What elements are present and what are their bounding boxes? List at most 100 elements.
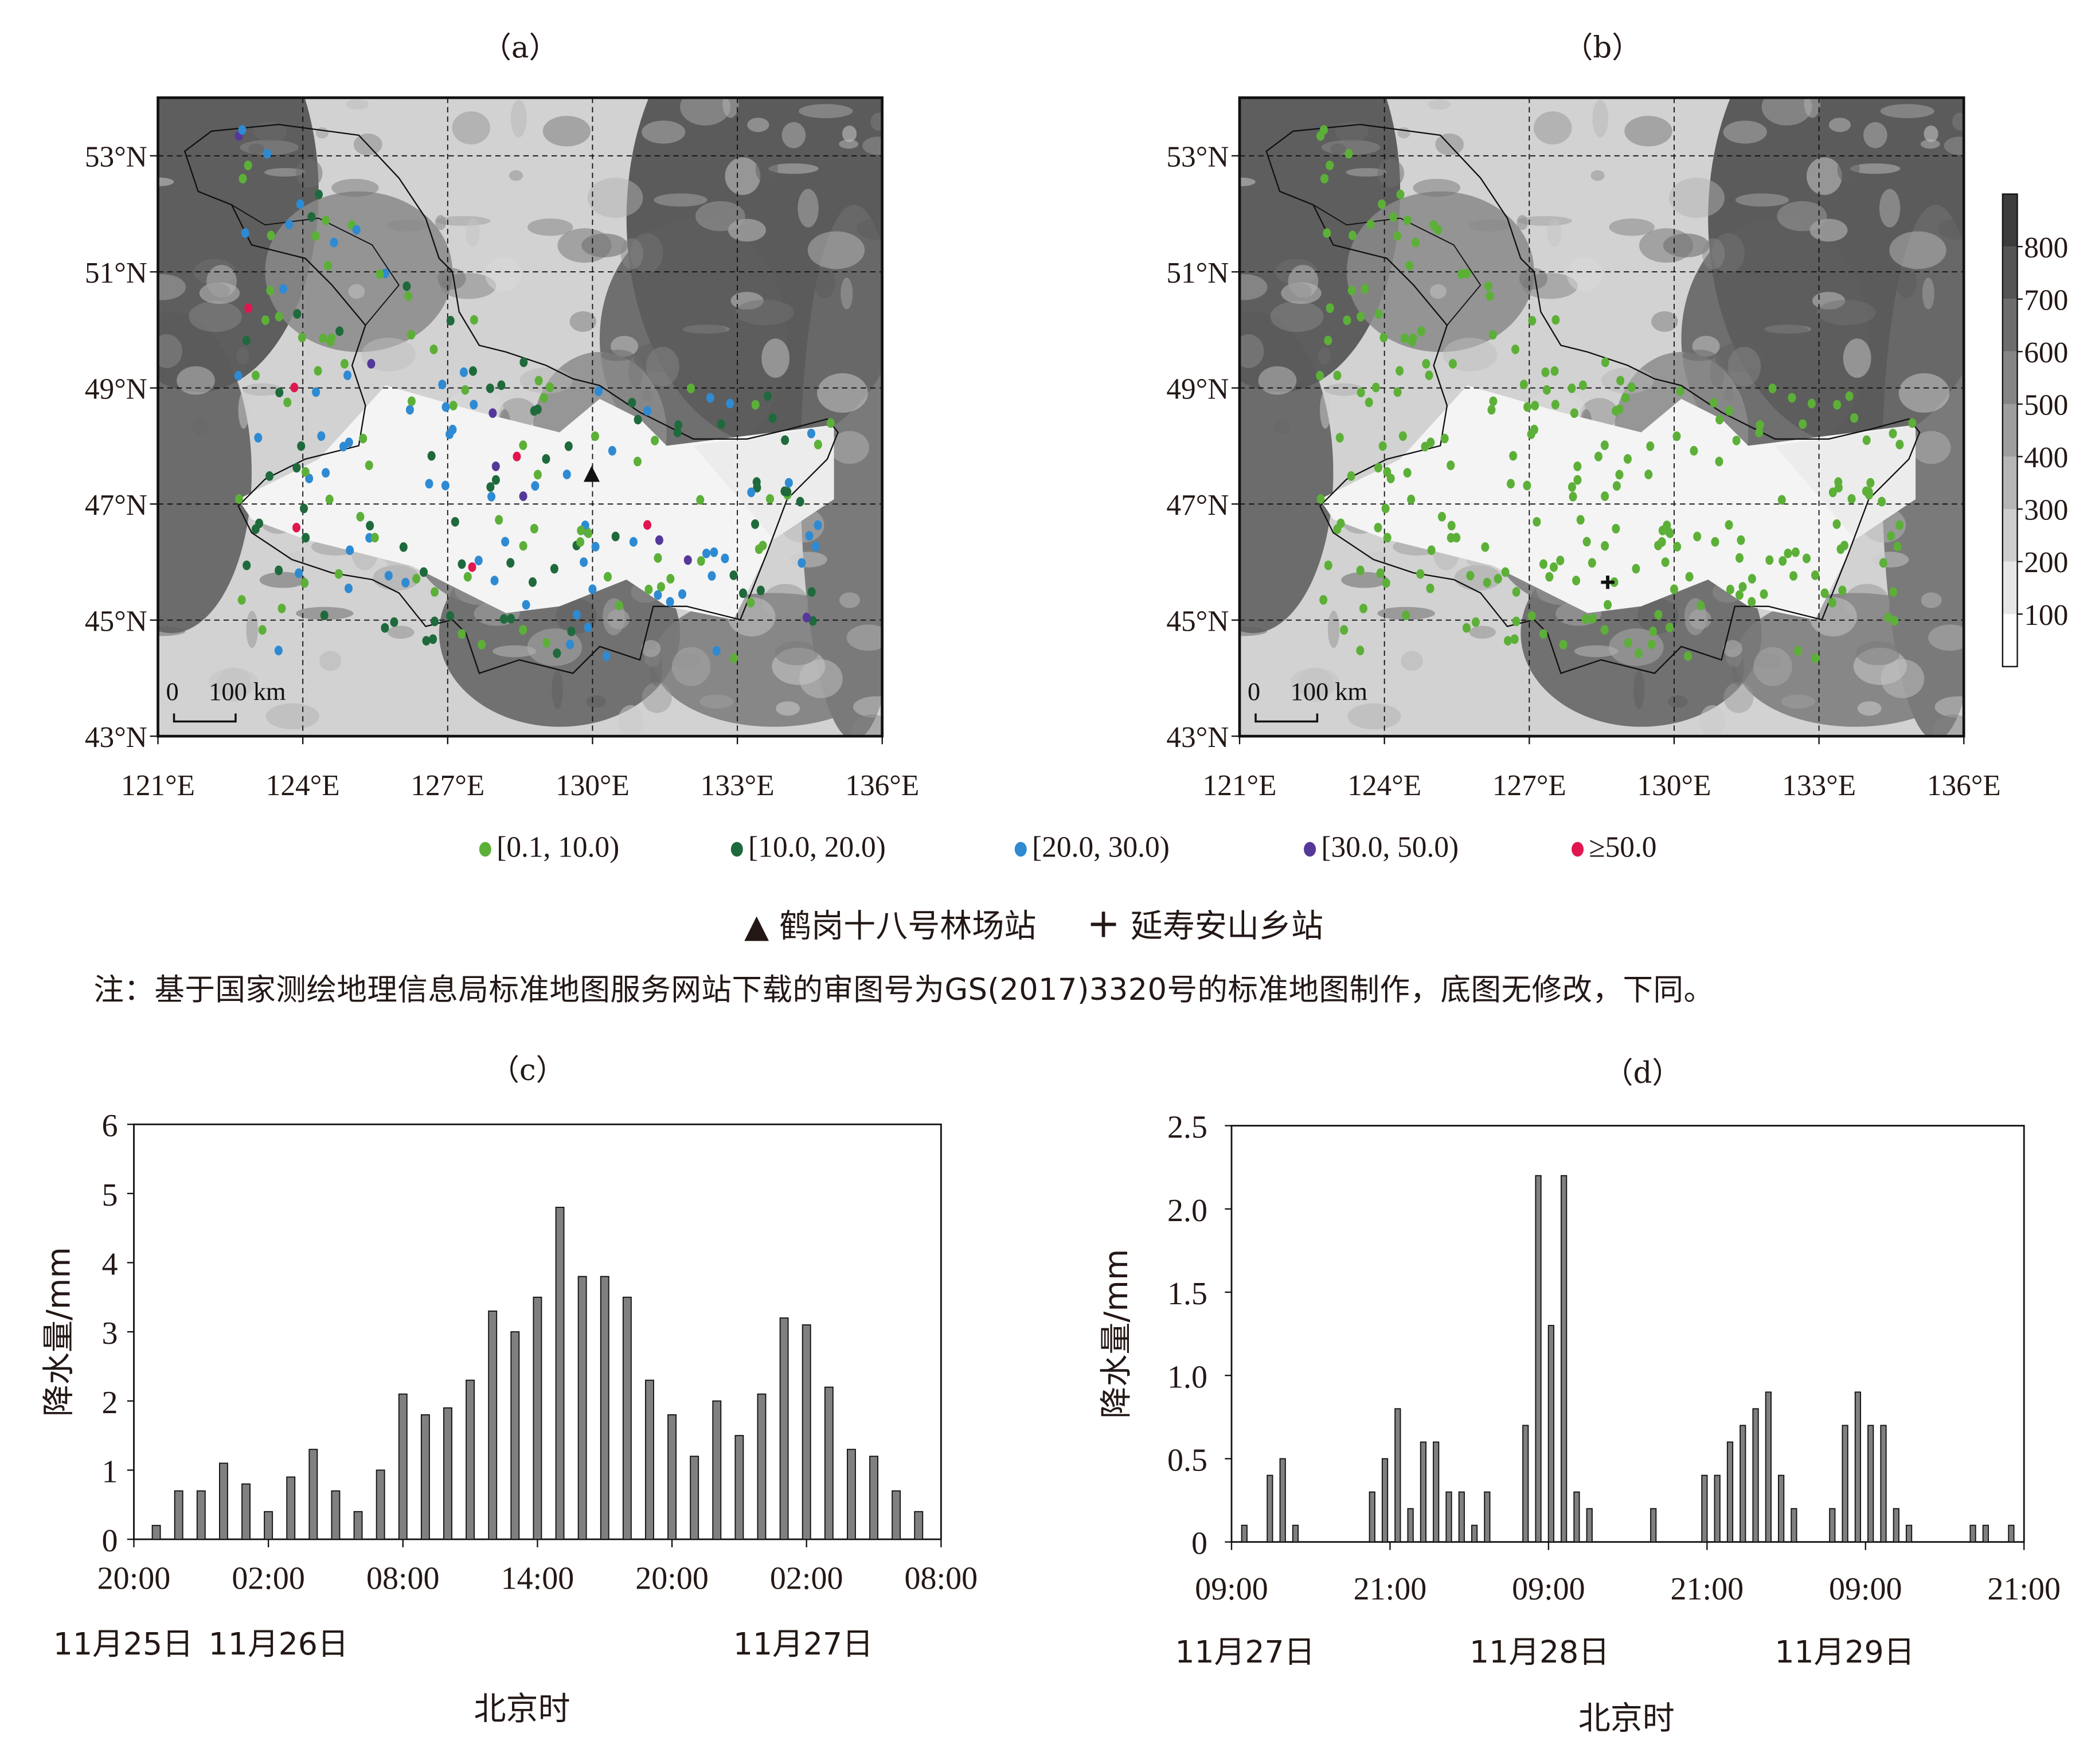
terrain-texture <box>1667 695 1688 708</box>
terrain-texture <box>862 136 882 155</box>
terrain-texture <box>1240 334 1264 369</box>
lon-label: 136°E <box>845 769 919 802</box>
scale-bar <box>1254 713 1319 723</box>
precip-bar <box>712 1400 722 1540</box>
station-point <box>1512 587 1520 597</box>
station-point <box>1572 576 1581 586</box>
station-point <box>446 315 455 326</box>
station-point <box>1383 467 1391 477</box>
colorbar-label: 300 <box>2024 494 2068 527</box>
station-point <box>654 590 662 600</box>
station-legend: ▲ 鹤岗十八号林场站 + 延寿安山乡站 <box>744 899 1323 946</box>
station-point <box>644 584 653 594</box>
station-point <box>766 494 775 504</box>
terrain-texture <box>435 215 447 230</box>
station-point <box>275 565 283 576</box>
station-point <box>1545 572 1554 582</box>
station-point <box>1661 557 1670 568</box>
legend-dot-icon <box>479 842 491 857</box>
y-tick-label: 0 <box>1191 1526 1207 1562</box>
station-point <box>1365 397 1373 408</box>
station-point <box>346 545 354 556</box>
precip-bar <box>779 1317 789 1540</box>
station-point <box>274 646 283 656</box>
station-point <box>470 400 478 410</box>
station-point <box>629 537 638 547</box>
x-tick-label: 02:00 <box>232 1560 305 1596</box>
station-point <box>461 385 470 395</box>
terrain-texture <box>747 118 769 132</box>
precip-bar <box>1867 1425 1874 1543</box>
colorbar-swatch <box>2002 247 2018 299</box>
terrain-texture <box>1429 284 1447 299</box>
station-point <box>320 610 329 620</box>
terrain-texture <box>781 122 806 148</box>
station-point <box>1511 345 1520 354</box>
station-point <box>1324 335 1332 346</box>
station-point <box>542 454 550 464</box>
y-tick-label: 2.5 <box>1167 1110 1207 1145</box>
colorbar-label: 500 <box>2024 389 2068 422</box>
station-point <box>296 199 304 209</box>
terrain-texture <box>1880 104 1934 119</box>
station-point <box>1789 571 1798 581</box>
station-point <box>1382 578 1390 588</box>
station-point <box>1447 460 1455 471</box>
station-point <box>323 260 332 271</box>
terrain-texture <box>1702 238 1725 269</box>
terrain-texture <box>830 431 869 464</box>
lat-label: 51°N <box>1166 257 1229 290</box>
x-tick-label: 09:00 <box>1829 1571 1902 1607</box>
x-tick-label: 21:00 <box>1987 1571 2061 1607</box>
precip-bar <box>1778 1474 1785 1543</box>
station-point <box>322 215 330 225</box>
station-point <box>702 548 710 558</box>
map-svg: 53°N 51°N 49°N 47°N 45°N 43°N 121°E 124°E 127°E 1… <box>85 96 919 802</box>
terrain-texture <box>1468 219 1510 232</box>
station-point <box>1484 281 1492 291</box>
terrain-texture <box>1944 136 1964 155</box>
terrain-texture <box>1639 228 1694 263</box>
station-point <box>1737 535 1745 545</box>
station-point <box>602 651 611 661</box>
precip-bar <box>1241 1524 1248 1543</box>
terrain-texture <box>1863 122 1887 148</box>
colorbar-swatch <box>2002 351 2018 404</box>
precip-bar <box>1982 1524 1989 1543</box>
terrain-texture <box>761 338 790 378</box>
precip-bar <box>1842 1425 1848 1543</box>
station-point <box>244 161 252 170</box>
station-point <box>1685 572 1694 582</box>
station-point <box>344 583 353 593</box>
terrain-texture <box>1324 383 1364 396</box>
terrain-texture <box>1817 299 1876 326</box>
station-point <box>1588 558 1596 568</box>
station-point <box>1501 567 1510 577</box>
station-point <box>292 522 301 533</box>
station-point <box>243 560 251 570</box>
station-point <box>1615 470 1624 480</box>
legend-dot-icon <box>1014 842 1027 857</box>
terrain-texture <box>735 299 795 326</box>
terrain <box>158 97 882 737</box>
station-point <box>595 386 603 396</box>
terrain-texture <box>452 111 490 144</box>
station-point <box>519 440 527 451</box>
station-point <box>756 585 765 596</box>
lon-label: 124°E <box>266 769 340 802</box>
station-point <box>1379 333 1388 343</box>
date-label: 11月27日 <box>1175 1634 1315 1670</box>
station-point <box>405 405 414 415</box>
terrain-texture <box>776 701 800 716</box>
station-point <box>404 291 413 301</box>
station-point <box>577 525 585 535</box>
terrain-texture <box>799 659 843 698</box>
station-point <box>254 433 263 443</box>
terrain-texture <box>236 347 249 365</box>
station-point <box>1576 515 1585 525</box>
x-tick-label: 20:00 <box>97 1560 171 1596</box>
station-point <box>345 437 353 448</box>
station-point <box>487 491 496 502</box>
station-point <box>656 582 665 592</box>
